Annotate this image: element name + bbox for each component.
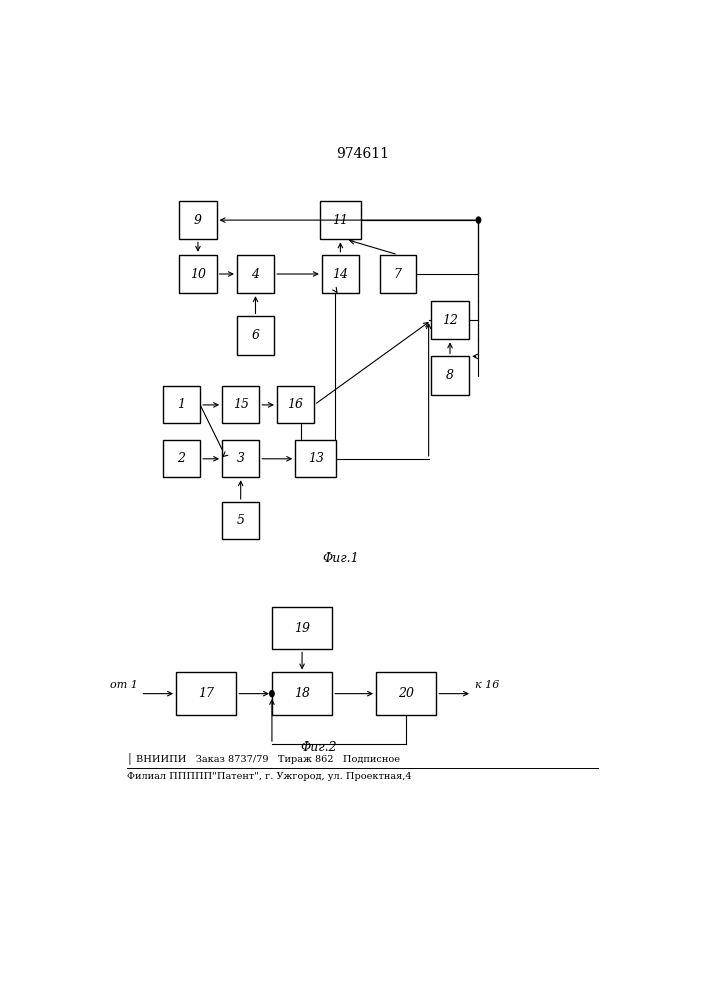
Bar — [296, 440, 337, 477]
Bar — [222, 502, 259, 539]
Bar — [163, 440, 200, 477]
Bar — [322, 255, 359, 293]
Text: 14: 14 — [332, 267, 349, 280]
Bar — [376, 672, 436, 715]
Text: 3: 3 — [237, 452, 245, 465]
Bar — [320, 201, 361, 239]
Circle shape — [477, 217, 481, 223]
Text: от 1: от 1 — [110, 680, 138, 690]
Text: 10: 10 — [190, 267, 206, 280]
Text: 19: 19 — [294, 622, 310, 635]
Text: Филиал ППППП"Патент", г. Ужгород, ул. Проектная,4: Филиал ППППП"Патент", г. Ужгород, ул. Пр… — [127, 772, 411, 781]
Text: к 16: к 16 — [474, 680, 499, 690]
Text: 12: 12 — [442, 314, 458, 327]
Bar — [163, 386, 200, 423]
Bar — [272, 607, 332, 649]
Text: │ ВНИИПИ   Заказ 8737/79   Тираж 862   Подписное: │ ВНИИПИ Заказ 8737/79 Тираж 862 Подписн… — [127, 753, 399, 764]
Text: 17: 17 — [198, 687, 214, 700]
Text: Φиг.2: Φиг.2 — [300, 741, 337, 754]
Bar — [380, 255, 416, 293]
Bar — [222, 440, 259, 477]
Text: 18: 18 — [294, 687, 310, 700]
Text: 9: 9 — [194, 214, 202, 227]
Text: 4: 4 — [252, 267, 259, 280]
Text: 16: 16 — [288, 398, 303, 411]
Bar — [222, 386, 259, 423]
Bar — [272, 672, 332, 715]
Text: 11: 11 — [332, 214, 349, 227]
Bar — [431, 356, 469, 395]
Text: 974611: 974611 — [336, 147, 389, 161]
Text: 2: 2 — [177, 452, 185, 465]
Text: 20: 20 — [398, 687, 414, 700]
Bar — [431, 301, 469, 339]
Text: 13: 13 — [308, 452, 324, 465]
Bar — [237, 316, 274, 355]
Text: 15: 15 — [233, 398, 249, 411]
Bar — [277, 386, 314, 423]
Bar — [180, 255, 216, 293]
Bar — [176, 672, 236, 715]
Text: 7: 7 — [394, 267, 402, 280]
Text: 8: 8 — [446, 369, 454, 382]
Bar — [237, 255, 274, 293]
Text: 6: 6 — [252, 329, 259, 342]
Bar — [180, 201, 216, 239]
Text: 5: 5 — [237, 514, 245, 527]
Text: 1: 1 — [177, 398, 185, 411]
Circle shape — [270, 691, 274, 697]
Text: Φиг.1: Φиг.1 — [322, 552, 358, 565]
